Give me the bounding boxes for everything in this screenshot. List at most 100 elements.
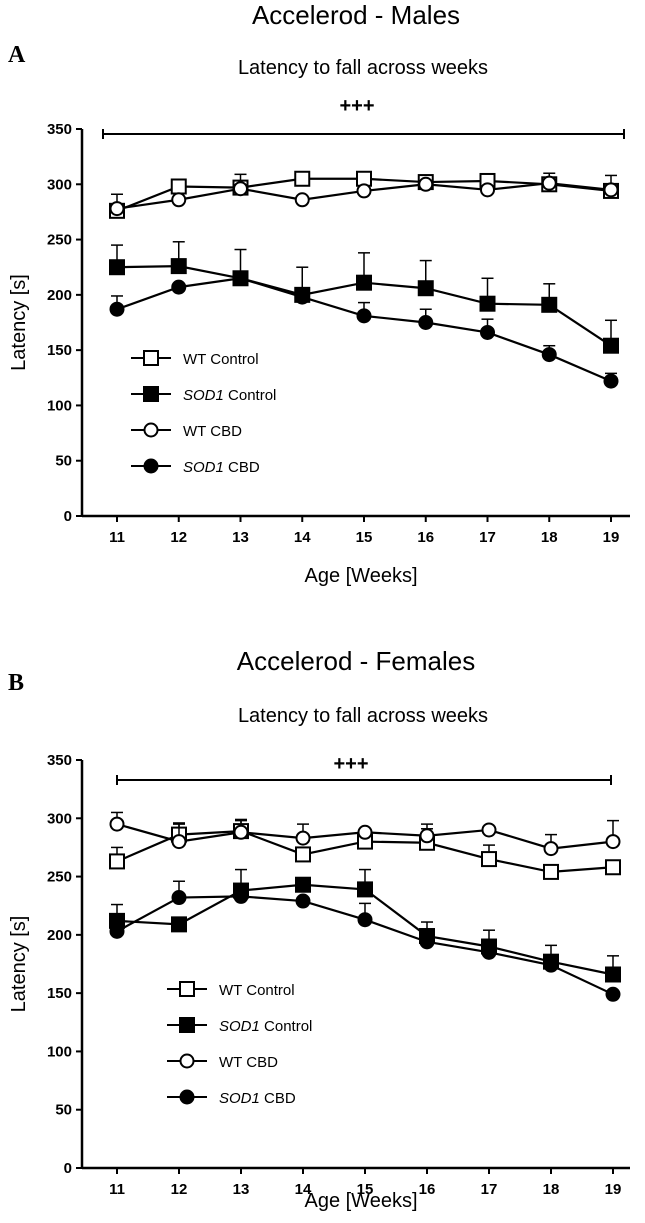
data-point xyxy=(603,337,619,354)
data-point xyxy=(417,280,434,297)
data-point xyxy=(480,182,495,198)
data-point xyxy=(605,859,621,876)
data-point xyxy=(418,315,434,330)
chart-title: Accelerod - Females xyxy=(237,646,475,676)
y-tick-label: 50 xyxy=(55,1102,72,1119)
data-point xyxy=(419,934,435,950)
data-point xyxy=(171,279,187,295)
y-axis-label: Latency [s] xyxy=(8,916,30,1013)
data-point xyxy=(295,876,311,893)
legend-marker xyxy=(143,422,159,438)
y-tick-label: 100 xyxy=(47,1043,72,1060)
data-point xyxy=(605,834,621,850)
legend-label: SOD1 Control xyxy=(219,1018,312,1035)
x-tick-label: 17 xyxy=(481,1181,498,1198)
x-tick-label: 16 xyxy=(417,529,434,546)
legend-label: SOD1 CBD xyxy=(183,459,260,476)
series-wt-cbd xyxy=(109,811,621,857)
data-point xyxy=(543,863,559,880)
x-axis-label: Age [Weeks] xyxy=(304,565,417,587)
data-point xyxy=(295,846,311,863)
x-axis-label: Age [Weeks] xyxy=(304,1190,417,1212)
data-point xyxy=(541,347,557,363)
legend-item: WT Control xyxy=(131,350,259,368)
y-tick-label: 200 xyxy=(47,927,72,944)
data-point xyxy=(170,178,187,195)
data-point xyxy=(481,944,497,960)
data-point xyxy=(357,881,373,898)
legend: WT Control SOD1 Control WT CBD SOD1 CBD xyxy=(167,981,312,1107)
data-point xyxy=(603,373,619,389)
data-point xyxy=(356,274,372,291)
data-point xyxy=(233,888,249,904)
legend-marker xyxy=(143,386,159,402)
data-point xyxy=(356,183,372,199)
y-tick-label: 50 xyxy=(55,453,72,470)
data-point xyxy=(171,192,187,208)
data-point xyxy=(605,986,621,1002)
legend-marker xyxy=(179,1017,195,1033)
data-point xyxy=(294,289,310,305)
y-tick-label: 250 xyxy=(47,869,72,886)
chart-subtitle: Latency to fall across weeks xyxy=(238,57,488,79)
y-tick-label: 200 xyxy=(47,287,72,304)
data-point xyxy=(480,324,495,340)
x-tick-label: 19 xyxy=(603,529,620,546)
chart-panel-a: A Accelerod - Males Latency to fall across… xyxy=(8,0,630,587)
series-wt-cbd xyxy=(109,175,619,217)
data-point xyxy=(294,192,310,208)
x-tick-label: 16 xyxy=(419,1181,436,1198)
y-tick-label: 300 xyxy=(47,810,72,827)
data-point xyxy=(603,182,619,198)
data-point xyxy=(295,830,311,846)
y-tick-label: 300 xyxy=(47,176,72,193)
data-point xyxy=(357,912,373,928)
legend-marker xyxy=(143,350,159,366)
x-tick-label: 12 xyxy=(170,529,187,546)
data-point xyxy=(479,295,496,312)
x-tick-label: 14 xyxy=(294,529,311,546)
y-tick-label: 150 xyxy=(47,342,72,359)
data-point xyxy=(109,201,125,217)
data-point xyxy=(543,957,559,973)
significance-marker: +++ xyxy=(333,753,368,775)
y-tick-label: 100 xyxy=(47,397,72,414)
data-point xyxy=(295,893,311,909)
legend-marker xyxy=(179,981,195,997)
legend-item: WT CBD xyxy=(131,422,242,440)
data-point xyxy=(109,301,125,317)
data-point xyxy=(109,259,125,276)
data-point xyxy=(418,176,434,192)
x-tick-label: 19 xyxy=(605,1181,622,1198)
legend-item: SOD1 CBD xyxy=(131,458,260,476)
x-tick-label: 13 xyxy=(232,529,249,546)
y-tick-label: 350 xyxy=(47,121,72,138)
legend-item: SOD1 Control xyxy=(131,386,276,404)
data-point xyxy=(481,851,497,868)
legend-item: SOD1 Control xyxy=(167,1017,312,1035)
panel-letter: B xyxy=(8,670,24,696)
chart-subtitle: Latency to fall across weeks xyxy=(238,705,488,727)
data-point xyxy=(233,270,248,286)
x-tick-label: 12 xyxy=(171,1181,188,1198)
legend-item: WT CBD xyxy=(167,1053,278,1071)
data-point xyxy=(294,170,311,187)
data-point xyxy=(541,296,558,313)
legend-marker xyxy=(179,1089,195,1105)
data-point xyxy=(233,824,249,840)
data-point xyxy=(605,966,621,983)
x-tick-label: 15 xyxy=(357,1181,374,1198)
data-point xyxy=(109,816,125,832)
series-sod1-control xyxy=(109,241,619,354)
legend: WT Control SOD1 Control WT CBD SOD1 CBD xyxy=(131,350,276,476)
data-point xyxy=(171,916,187,933)
data-point xyxy=(109,853,125,870)
y-axis-label: Latency [s] xyxy=(8,274,30,371)
data-point xyxy=(357,824,373,840)
x-tick-label: 15 xyxy=(356,529,373,546)
chart-title: Accelerod - Males xyxy=(252,0,460,30)
y-tick-label: 250 xyxy=(47,232,72,249)
series-sod1-cbd xyxy=(109,270,619,389)
y-tick-label: 150 xyxy=(47,985,72,1002)
